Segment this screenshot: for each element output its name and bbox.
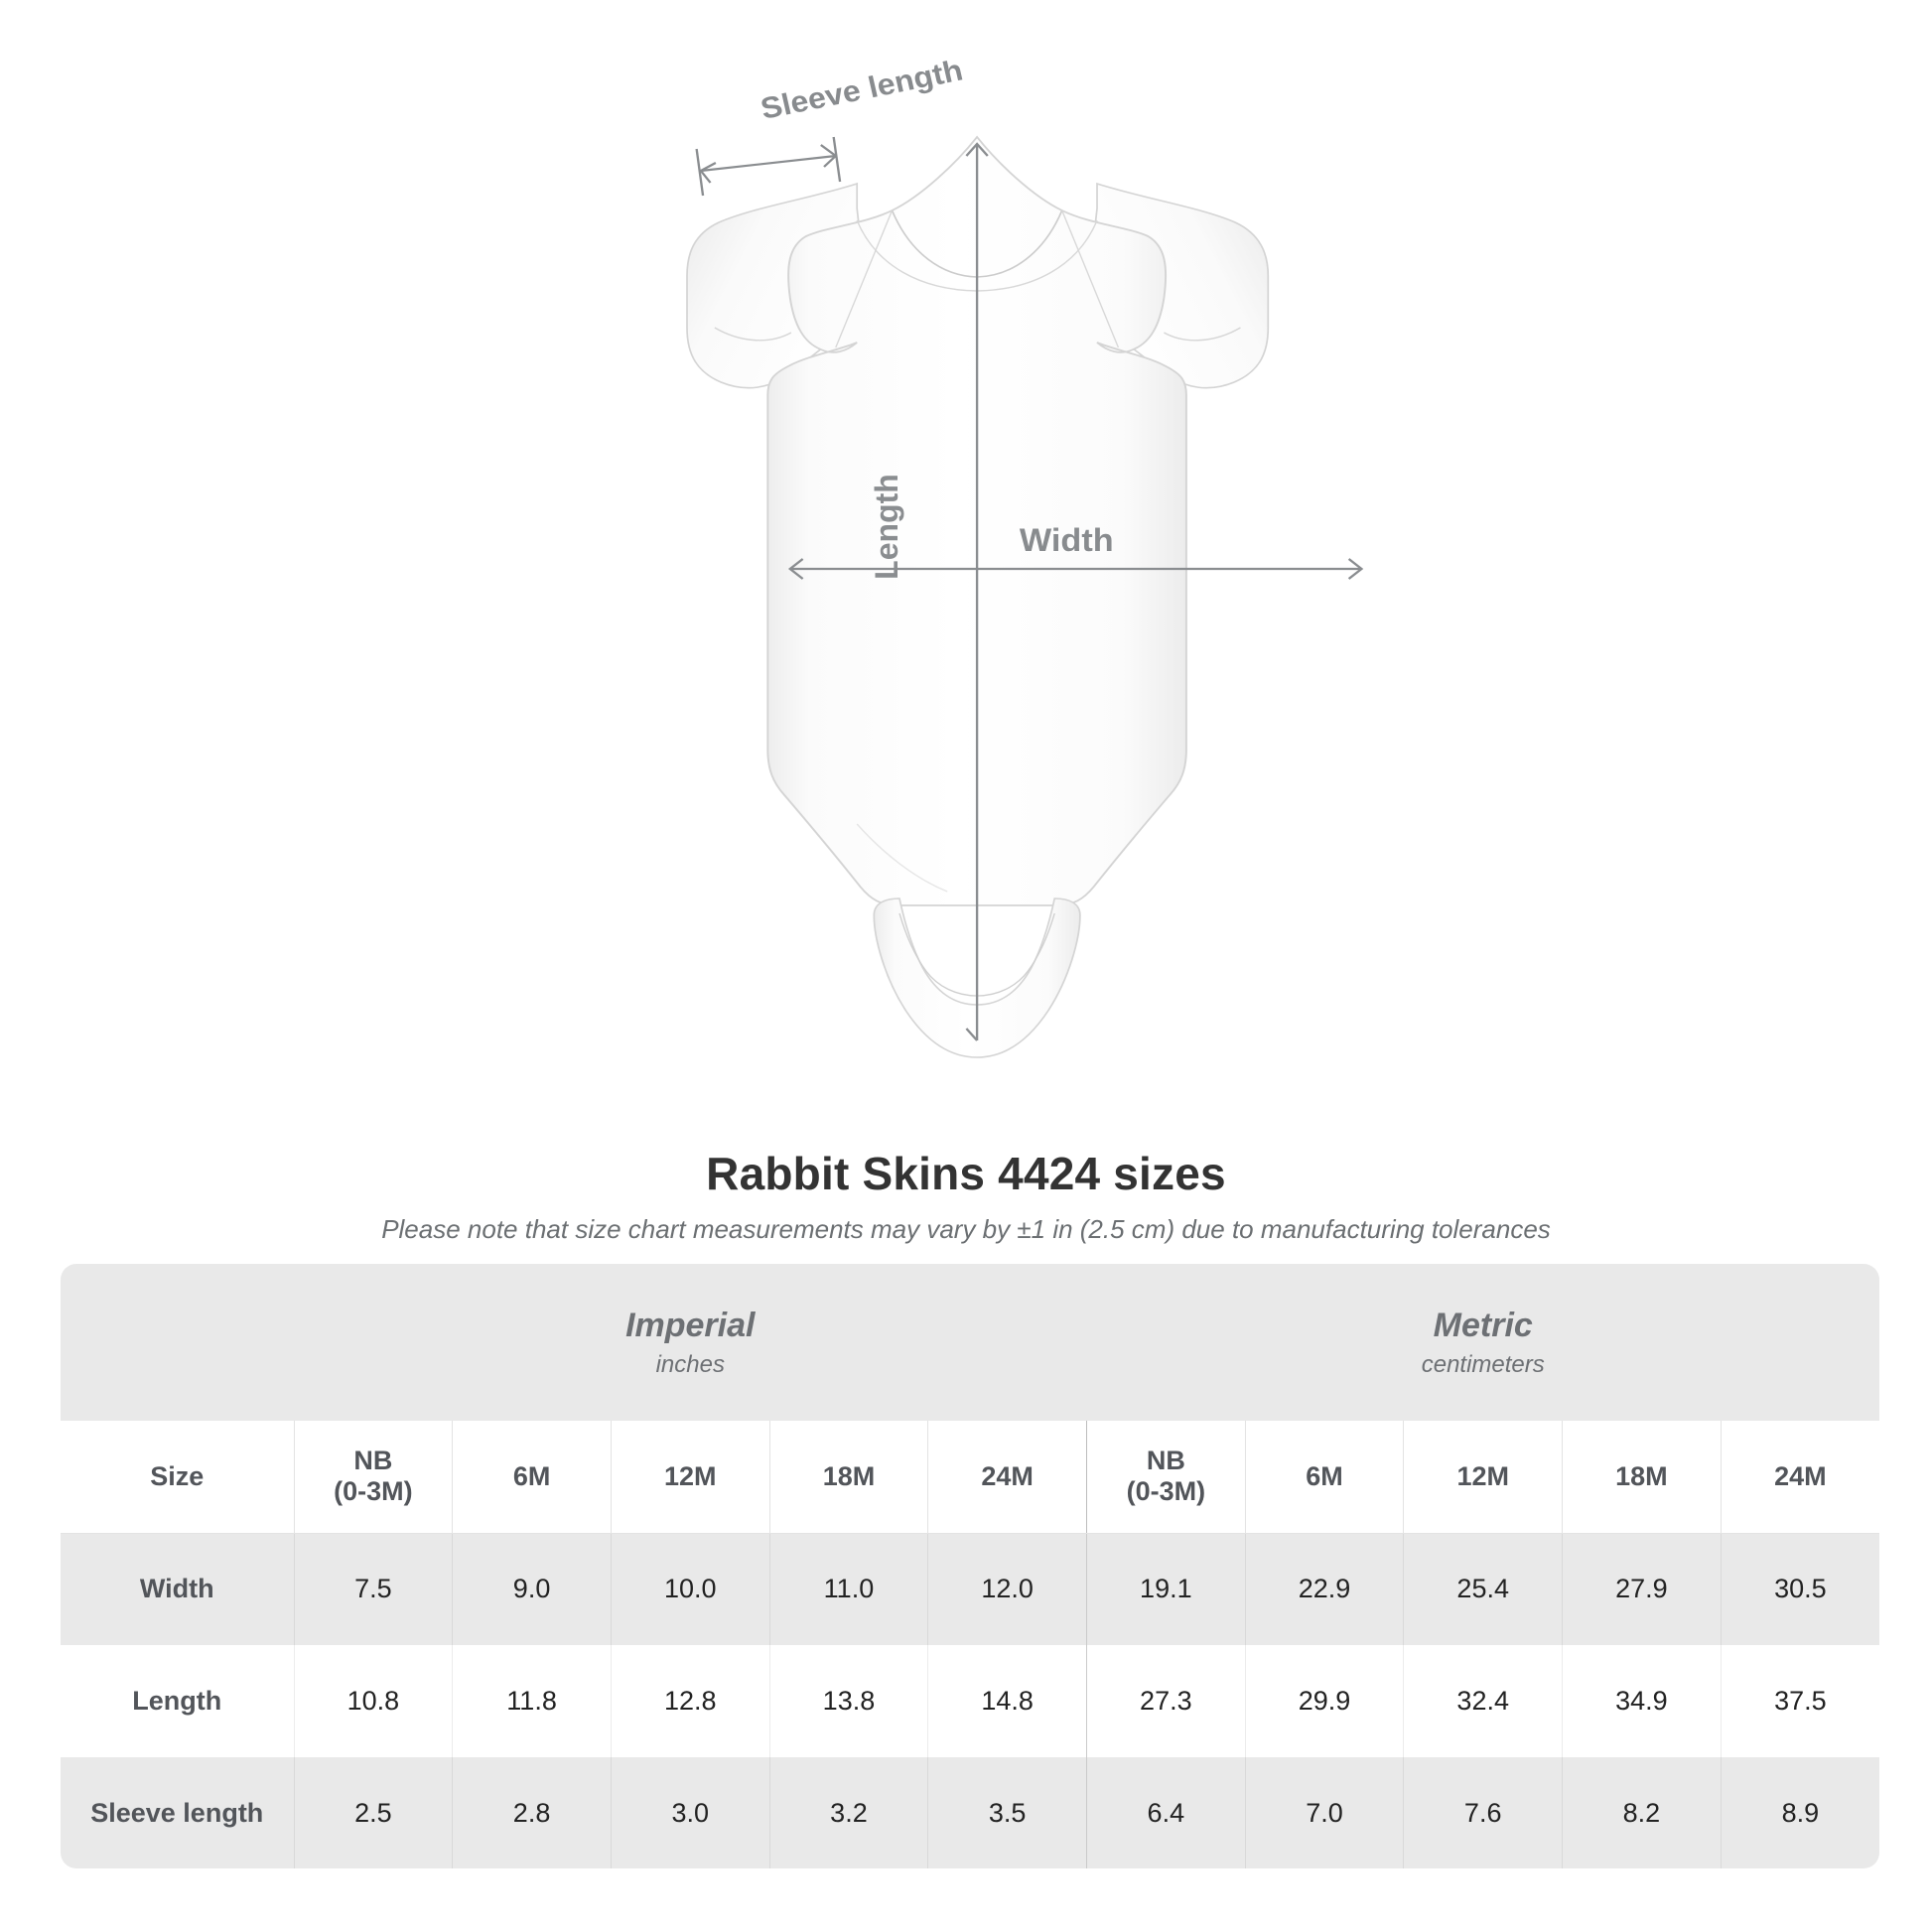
- svg-text:Width: Width: [1020, 523, 1114, 559]
- svg-text:Sleeve length: Sleeve length: [758, 53, 966, 125]
